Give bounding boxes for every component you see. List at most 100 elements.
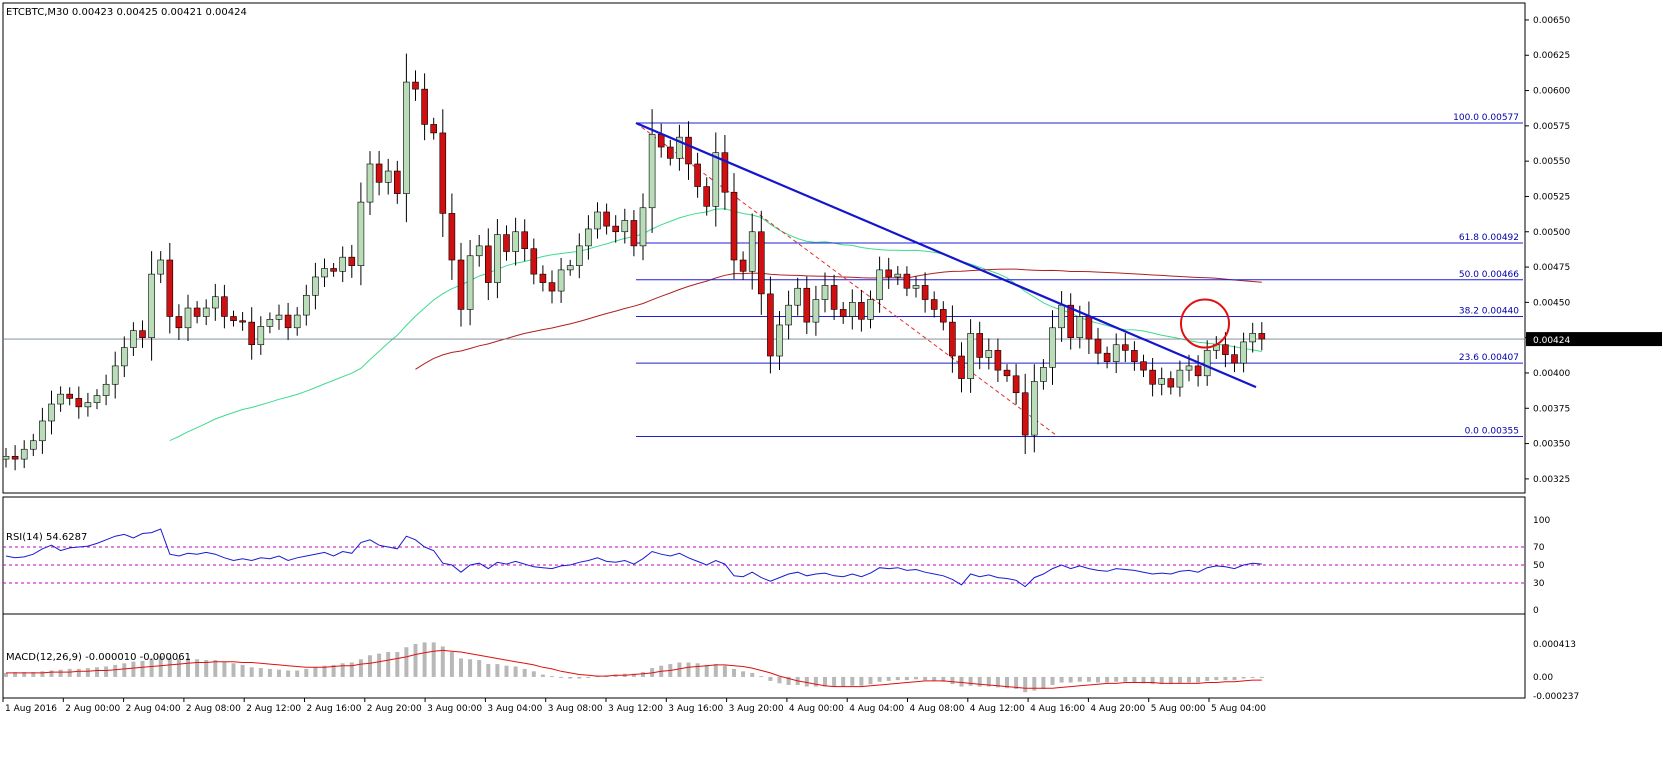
candle-body[interactable] [921,285,929,300]
candle-body[interactable] [530,248,538,275]
candle-body[interactable] [594,211,601,230]
candle-body[interactable] [384,170,392,183]
rsi-panel[interactable] [3,528,1525,588]
macd-panel[interactable] [4,642,1264,693]
candle-body[interactable] [730,191,738,261]
price-panel[interactable]: 100.0 0.00577 61.8 0.00492 50.0 0.00466 38.… [2,53,1525,471]
candle-body[interactable] [48,403,55,422]
candle-body[interactable] [839,309,847,317]
candle-body[interactable] [685,136,692,165]
candle-body[interactable] [876,269,883,300]
candle-body[interactable] [539,273,547,283]
candle-body[interactable] [894,273,902,278]
candle-body[interactable] [703,186,711,207]
candle-body[interactable] [967,333,974,379]
candle-body[interactable] [821,285,829,300]
candle-body[interactable] [1067,304,1074,338]
candle-body[interactable] [212,296,219,309]
candle-body[interactable] [612,225,620,233]
candle-body[interactable] [958,355,965,379]
candle-body[interactable] [1222,344,1229,355]
candle-body[interactable] [1094,338,1102,354]
candle-body[interactable] [1231,354,1238,364]
candle-body[interactable] [193,307,201,317]
candle-body[interactable] [748,231,756,272]
candle-body[interactable] [111,365,119,385]
candle-body[interactable] [1049,327,1056,368]
candle-body[interactable] [375,163,383,183]
candle-body[interactable] [621,220,629,233]
candle-body[interactable] [785,304,792,326]
candle-body[interactable] [657,134,665,148]
candle-body[interactable] [1140,361,1147,371]
candle-body[interactable] [1167,378,1175,388]
candle-body[interactable] [184,307,192,329]
candle-body[interactable] [130,330,137,348]
trendline[interactable] [635,122,1257,389]
candle-body[interactable] [1103,352,1111,362]
candle-body[interactable] [757,231,765,295]
candle-body[interactable] [366,163,374,203]
candle-body[interactable] [976,333,984,358]
candle-body[interactable] [102,383,110,396]
candle-body[interactable] [566,265,574,271]
candle-body[interactable] [84,402,92,408]
candle-body[interactable] [202,307,210,317]
candle-body[interactable] [1012,375,1020,394]
candle-body[interactable] [575,245,583,266]
candle-body[interactable] [949,321,956,357]
candle-body[interactable] [1131,350,1138,362]
candle-body[interactable] [166,259,174,317]
candle-body[interactable] [139,330,146,338]
candle-body[interactable] [1158,378,1165,385]
candle-body[interactable] [803,287,811,323]
candle-body[interactable] [912,285,920,289]
macd-signal-line[interactable] [6,649,1262,689]
candle-body[interactable] [257,326,265,346]
candle-body[interactable] [1240,341,1247,364]
candle-body[interactable] [848,302,856,317]
candle-body[interactable] [39,420,46,442]
candle-body[interactable] [630,220,638,247]
candle-body[interactable] [430,124,438,134]
candle-body[interactable] [484,245,492,283]
candle-body[interactable] [330,268,337,272]
candle-body[interactable] [2,455,10,460]
candle-body[interactable] [75,398,83,408]
candle-body[interactable] [1003,369,1011,377]
candle-body[interactable] [1258,333,1266,340]
candle-body[interactable] [421,88,428,125]
candle-body[interactable] [739,259,747,272]
candle-body[interactable] [858,302,865,320]
candle-body[interactable] [284,314,292,329]
candle-body[interactable] [521,231,529,250]
candle-body[interactable] [1112,344,1120,362]
candle-body[interactable] [712,152,720,207]
candle-body[interactable] [66,393,73,399]
candle-body[interactable] [1122,344,1129,351]
candle-body[interactable] [239,320,246,323]
candle-body[interactable] [1031,381,1038,436]
candle-body[interactable] [1021,392,1029,436]
candle-body[interactable] [466,255,474,310]
candle-body[interactable] [666,146,674,159]
candle-body[interactable] [230,316,237,322]
candle-body[interactable] [275,314,283,320]
candle-body[interactable] [512,231,519,252]
candle-body[interactable] [357,201,365,266]
candle-body[interactable] [20,448,28,460]
candle-body[interactable] [794,287,802,306]
candle-body[interactable] [448,213,456,261]
candle-body[interactable] [494,234,501,283]
candle-body[interactable] [930,299,938,310]
candle-body[interactable] [767,293,774,357]
candle-body[interactable] [867,299,874,320]
candle-body[interactable] [403,81,410,194]
candle-body[interactable] [939,309,947,323]
candle-body[interactable] [603,211,610,227]
candle-body[interactable] [175,316,183,329]
candle-body[interactable] [457,259,465,310]
candle-body[interactable] [985,350,993,358]
candle-body[interactable] [903,273,911,289]
candle-body[interactable] [1085,316,1093,340]
